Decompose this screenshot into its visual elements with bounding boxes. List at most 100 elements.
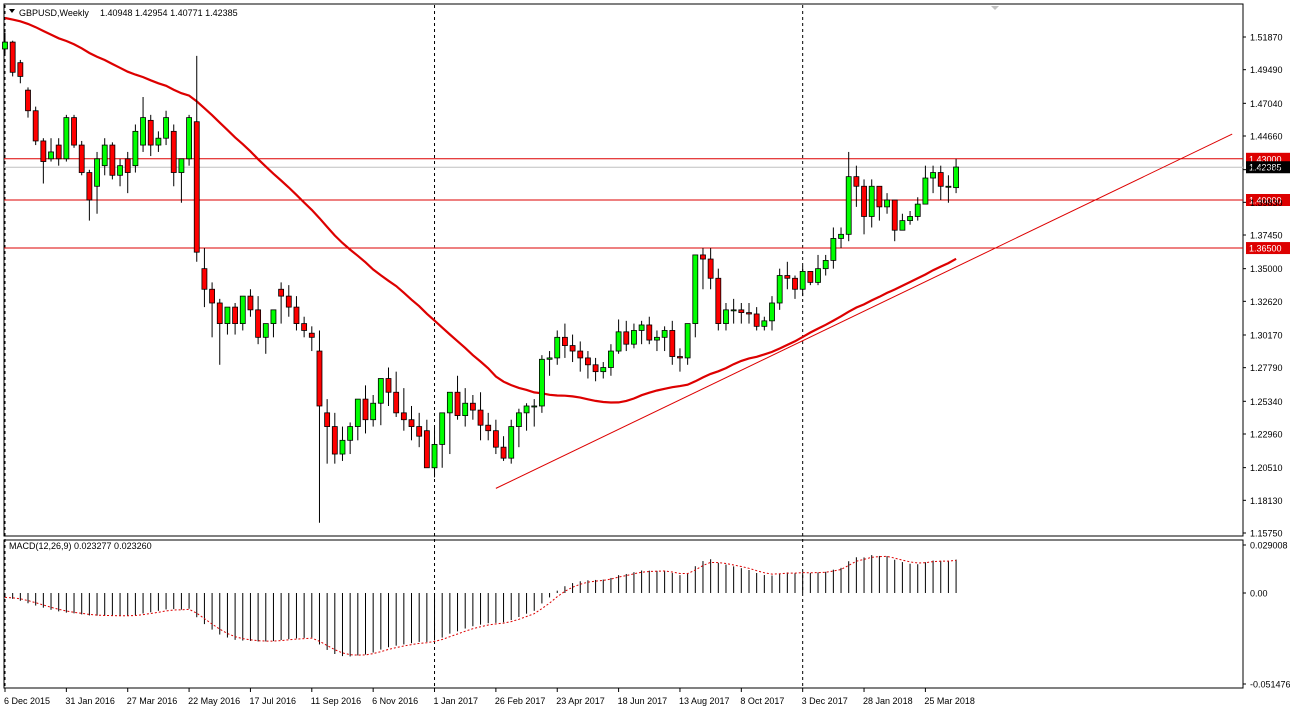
- candle[interactable]: [592, 357, 599, 382]
- candle[interactable]: [370, 394, 377, 427]
- candle[interactable]: [423, 419, 430, 469]
- candle[interactable]: [562, 323, 568, 358]
- candle[interactable]: [608, 344, 614, 376]
- candle[interactable]: [638, 320, 645, 345]
- candle[interactable]: [845, 151, 852, 242]
- candle[interactable]: [730, 298, 737, 324]
- candle[interactable]: [761, 316, 768, 331]
- candle[interactable]: [707, 248, 714, 290]
- candle[interactable]: [140, 97, 146, 152]
- candle[interactable]: [385, 367, 392, 406]
- candle[interactable]: [515, 408, 522, 448]
- candle[interactable]: [723, 302, 729, 331]
- candle[interactable]: [48, 138, 54, 162]
- candle[interactable]: [585, 351, 591, 379]
- candle[interactable]: [623, 320, 630, 352]
- candle[interactable]: [339, 426, 346, 461]
- candle[interactable]: [94, 151, 100, 214]
- candle[interactable]: [554, 330, 561, 365]
- candle[interactable]: [55, 138, 62, 166]
- candle[interactable]: [247, 289, 254, 317]
- candle[interactable]: [477, 392, 484, 441]
- candle[interactable]: [792, 275, 798, 299]
- candle[interactable]: [278, 282, 285, 324]
- candle[interactable]: [101, 138, 108, 176]
- candle[interactable]: [331, 412, 338, 464]
- candle[interactable]: [17, 59, 24, 84]
- candle[interactable]: [930, 165, 936, 194]
- candle[interactable]: [431, 426, 438, 478]
- candle[interactable]: [746, 302, 752, 324]
- candle[interactable]: [216, 298, 223, 365]
- candle[interactable]: [692, 254, 699, 338]
- candle[interactable]: [546, 351, 553, 376]
- candle[interactable]: [531, 399, 538, 427]
- candle[interactable]: [454, 375, 461, 420]
- candle[interactable]: [308, 326, 315, 352]
- candle[interactable]: [178, 158, 185, 203]
- candle[interactable]: [914, 197, 921, 221]
- candle[interactable]: [492, 419, 499, 455]
- candle[interactable]: [40, 138, 47, 184]
- candle[interactable]: [132, 124, 139, 173]
- candle[interactable]: [677, 348, 683, 372]
- candle[interactable]: [661, 326, 668, 352]
- candle[interactable]: [945, 175, 952, 203]
- candle[interactable]: [684, 323, 691, 365]
- candle[interactable]: [646, 316, 653, 345]
- candle[interactable]: [868, 179, 875, 228]
- candle[interactable]: [393, 371, 400, 417]
- candle[interactable]: [715, 268, 722, 331]
- candle[interactable]: [876, 185, 883, 221]
- candle[interactable]: [815, 254, 821, 286]
- candle[interactable]: [937, 165, 944, 200]
- candle[interactable]: [400, 388, 407, 431]
- candle[interactable]: [807, 271, 814, 286]
- candle[interactable]: [163, 110, 169, 146]
- candle[interactable]: [109, 142, 116, 180]
- candle[interactable]: [170, 124, 177, 187]
- candle[interactable]: [799, 265, 806, 297]
- candle[interactable]: [255, 296, 262, 345]
- candle[interactable]: [922, 165, 929, 205]
- candle[interactable]: [446, 391, 453, 455]
- scroll-shift-icon[interactable]: [991, 6, 999, 10]
- candle[interactable]: [907, 210, 913, 225]
- candle[interactable]: [853, 165, 860, 207]
- candle[interactable]: [508, 419, 515, 464]
- candle[interactable]: [270, 309, 277, 338]
- candle[interactable]: [600, 362, 607, 379]
- candles-layer[interactable]: [2, 32, 959, 523]
- candle[interactable]: [469, 394, 476, 420]
- candle[interactable]: [439, 412, 446, 468]
- candle[interactable]: [861, 179, 867, 235]
- candle[interactable]: [615, 319, 622, 354]
- candle[interactable]: [25, 87, 31, 118]
- candle[interactable]: [500, 436, 507, 461]
- candle[interactable]: [193, 55, 200, 262]
- candle[interactable]: [838, 227, 844, 249]
- candle[interactable]: [830, 227, 837, 269]
- candle[interactable]: [186, 114, 192, 166]
- candle[interactable]: [485, 412, 492, 441]
- candle[interactable]: [78, 140, 85, 176]
- candle[interactable]: [362, 385, 369, 434]
- candle[interactable]: [71, 114, 77, 148]
- candle[interactable]: [63, 114, 70, 162]
- candle[interactable]: [9, 40, 16, 77]
- candle[interactable]: [239, 295, 246, 331]
- candle[interactable]: [124, 151, 131, 194]
- candle[interactable]: [776, 268, 783, 310]
- candle[interactable]: [523, 403, 530, 431]
- candle[interactable]: [86, 169, 93, 221]
- candle[interactable]: [669, 320, 676, 365]
- candle[interactable]: [899, 213, 906, 231]
- candle[interactable]: [316, 330, 323, 523]
- candle[interactable]: [569, 334, 576, 363]
- candle[interactable]: [891, 199, 898, 242]
- candle[interactable]: [301, 316, 308, 338]
- header-dropdown-icon[interactable]: [9, 9, 15, 13]
- candle[interactable]: [155, 131, 162, 152]
- candle[interactable]: [354, 398, 361, 441]
- candle[interactable]: [784, 261, 791, 290]
